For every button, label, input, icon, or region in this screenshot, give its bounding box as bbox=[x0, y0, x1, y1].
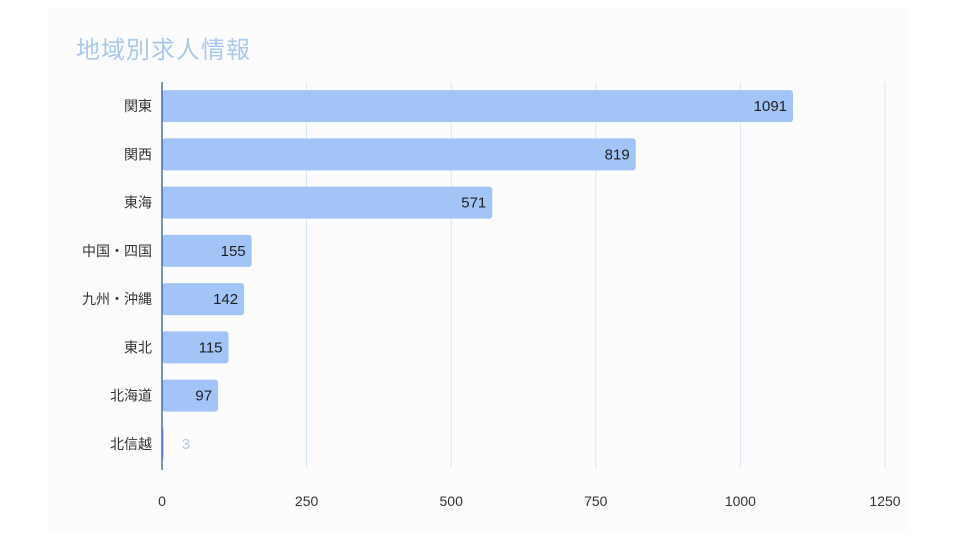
data-label: 819 bbox=[605, 146, 630, 163]
data-label: 1091 bbox=[754, 98, 787, 115]
bar bbox=[162, 283, 245, 316]
category-label: 東海 bbox=[124, 196, 152, 212]
data-label: 3 bbox=[182, 436, 190, 453]
x-tick-label: 500 bbox=[440, 493, 464, 509]
bar bbox=[162, 90, 794, 123]
data-label: 115 bbox=[199, 339, 223, 356]
x-tick-label: 750 bbox=[584, 493, 608, 509]
bar bbox=[162, 379, 219, 412]
bar bbox=[162, 138, 636, 171]
data-label: 155 bbox=[221, 243, 246, 260]
category-label: 北海道 bbox=[110, 389, 152, 405]
chart-title: 地域別求人情報 bbox=[76, 36, 251, 64]
category-label: 関西 bbox=[124, 147, 152, 163]
category-label: 九州・沖縄 bbox=[82, 292, 152, 308]
x-tick-label: 250 bbox=[295, 493, 319, 509]
x-tick-label: 1000 bbox=[725, 493, 756, 509]
x-tick-label: 0 bbox=[158, 493, 166, 509]
category-label: 中国・四国 bbox=[82, 244, 152, 260]
bar bbox=[162, 331, 229, 364]
data-label: 142 bbox=[213, 291, 238, 308]
category-label: 関東 bbox=[124, 99, 152, 115]
category-label: 東北 bbox=[124, 340, 152, 356]
data-label: 97 bbox=[195, 388, 212, 405]
x-tick-label: 1250 bbox=[869, 493, 900, 509]
bar bbox=[162, 234, 252, 267]
category-label: 北信越 bbox=[110, 437, 152, 453]
bar bbox=[162, 186, 493, 219]
data-label: 571 bbox=[461, 195, 486, 212]
